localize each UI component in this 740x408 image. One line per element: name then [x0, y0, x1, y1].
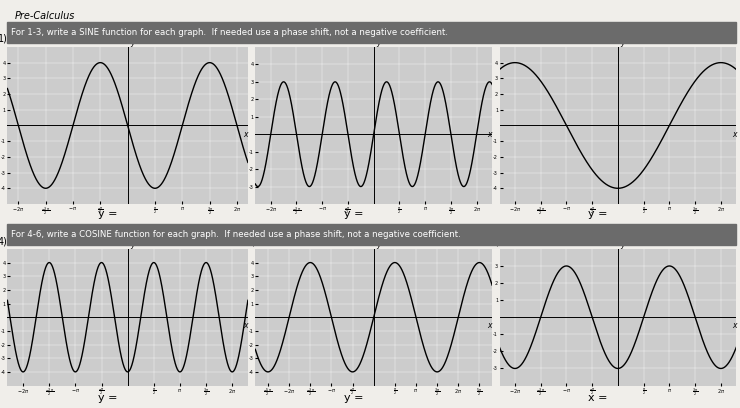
Text: y =: y =: [344, 209, 363, 219]
Text: y: y: [376, 38, 380, 47]
Text: y: y: [130, 38, 135, 47]
Text: x: x: [243, 130, 248, 139]
Text: x: x: [243, 322, 248, 330]
Text: 6): 6): [490, 236, 500, 246]
Text: 3): 3): [490, 34, 500, 44]
Text: x: x: [732, 130, 736, 139]
Text: For 1-3, write a SINE function for each graph.  If needed use a phase shift, not: For 1-3, write a SINE function for each …: [11, 28, 448, 37]
Text: 2): 2): [246, 34, 256, 44]
Text: y =: y =: [98, 209, 118, 219]
Text: For 4-6, write a COSINE function for each graph.  If needed use a phase shift, n: For 4-6, write a COSINE function for eac…: [11, 230, 461, 239]
Text: x: x: [488, 322, 492, 330]
Text: x: x: [732, 322, 736, 330]
Text: y =: y =: [344, 393, 363, 403]
Text: 5): 5): [246, 236, 256, 246]
Text: y =: y =: [588, 209, 608, 219]
Text: y =: y =: [98, 393, 118, 403]
Text: y: y: [620, 240, 625, 249]
Text: y: y: [620, 38, 625, 47]
Text: 1): 1): [0, 34, 7, 44]
Text: 4): 4): [0, 236, 7, 246]
Text: x =: x =: [588, 393, 608, 403]
Text: y: y: [376, 240, 380, 249]
Text: Pre-Calculus: Pre-Calculus: [15, 11, 75, 22]
Text: y: y: [130, 240, 135, 249]
Text: x: x: [488, 130, 492, 139]
